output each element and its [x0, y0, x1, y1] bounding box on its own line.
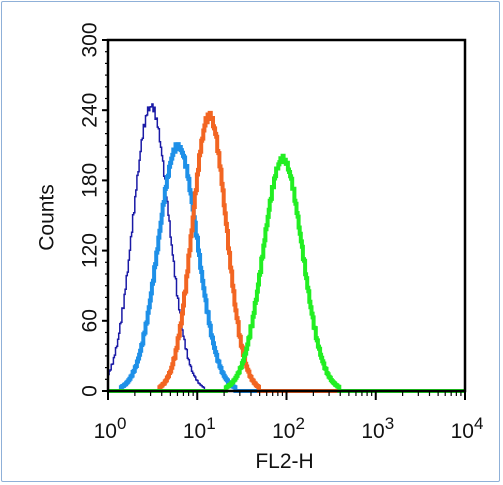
y-axis-title: Counts: [36, 184, 59, 251]
x-tick-label-10-2: 102: [272, 414, 305, 443]
label-layer: 0 60 120 180 240 300 100 101 102 103 104 FL2-H Count…: [36, 22, 484, 473]
series-layer: [108, 103, 465, 393]
x-tick-label-10-4: 104: [451, 414, 484, 443]
x-tick-label-10-0: 100: [94, 414, 127, 443]
y-tick-label-0: 0: [79, 385, 102, 397]
x-tick-label-10-3: 103: [361, 414, 394, 443]
x-axis-title: FL2-H: [255, 450, 313, 473]
axis-layer: [102, 38, 467, 400]
y-tick-label-180: 180: [79, 163, 102, 198]
y-tick-label-240: 240: [79, 93, 102, 128]
series-line-1: [108, 103, 465, 392]
y-tick-label-60: 60: [79, 309, 102, 332]
series-line-2: [108, 142, 465, 393]
y-tick-label-300: 300: [79, 22, 102, 57]
y-tick-label-120: 120: [79, 233, 102, 268]
x-tick-label-10-1: 101: [183, 414, 216, 443]
series-line-4: [108, 153, 465, 393]
